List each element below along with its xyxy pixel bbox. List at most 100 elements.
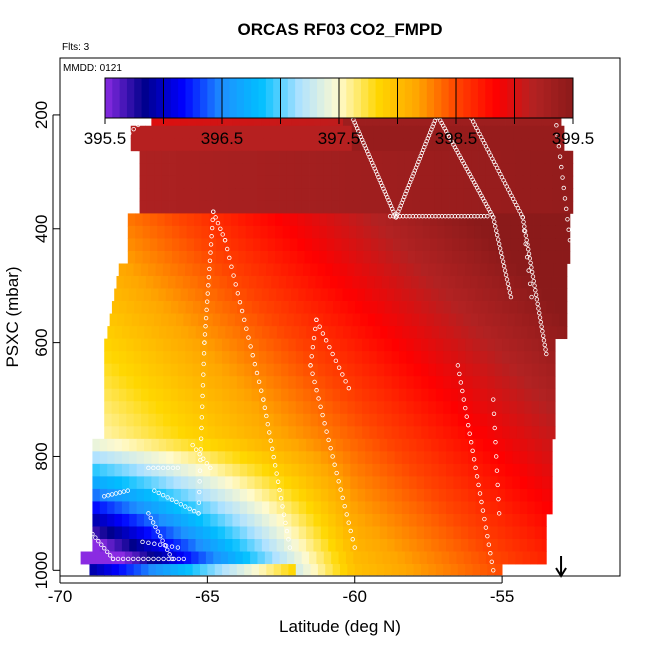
heatmap-cell bbox=[409, 488, 418, 502]
heatmap-cell bbox=[492, 276, 501, 289]
heatmap-cell bbox=[459, 213, 468, 227]
heatmap-cell bbox=[453, 463, 462, 477]
heatmap-cell bbox=[490, 501, 499, 515]
heatmap-cell bbox=[135, 225, 143, 239]
heatmap-cell bbox=[261, 539, 270, 552]
heatmap-cell bbox=[335, 438, 344, 452]
heatmap-cell bbox=[183, 551, 192, 565]
heatmap-cell bbox=[340, 426, 348, 440]
heatmap-cell bbox=[217, 513, 226, 527]
track-point bbox=[271, 454, 276, 460]
heatmap-cell bbox=[390, 188, 398, 202]
track-point bbox=[155, 529, 161, 534]
heatmap-cell bbox=[317, 413, 326, 427]
heatmap-cell bbox=[229, 263, 238, 277]
track-point bbox=[115, 556, 121, 562]
heatmap-cell bbox=[388, 138, 397, 152]
heatmap-cell bbox=[316, 188, 325, 202]
heatmap-cell bbox=[543, 138, 552, 152]
track-point bbox=[495, 237, 501, 242]
heatmap-cell bbox=[225, 463, 233, 477]
heatmap-cell bbox=[432, 138, 441, 152]
heatmap-cell bbox=[316, 150, 325, 164]
heatmap-cell bbox=[286, 163, 295, 177]
track-point bbox=[199, 415, 205, 420]
heatmap-cell bbox=[216, 238, 224, 252]
heatmap-cell bbox=[496, 225, 504, 239]
heatmap-cell bbox=[306, 501, 314, 515]
heatmap-cell bbox=[418, 138, 426, 152]
heatmap-cell bbox=[490, 438, 499, 452]
heatmap-cell bbox=[244, 351, 252, 365]
heatmap-cell bbox=[232, 526, 241, 540]
heatmap-cell bbox=[541, 539, 547, 552]
track-point bbox=[527, 256, 533, 261]
heatmap-cell bbox=[317, 363, 326, 377]
plot-frame bbox=[59, 57, 621, 577]
heatmap-cell bbox=[107, 463, 115, 477]
track-point bbox=[211, 209, 216, 214]
heatmap-cell bbox=[397, 175, 406, 189]
heatmap-cell bbox=[194, 213, 202, 227]
heatmap-cell bbox=[331, 150, 339, 164]
heatmap-cell bbox=[220, 163, 229, 177]
heatmap-cell bbox=[326, 225, 335, 239]
heatmap-cell bbox=[210, 463, 219, 477]
heatmap-cell bbox=[372, 451, 381, 465]
heatmap-cell bbox=[387, 501, 395, 515]
heatmap-cell bbox=[288, 413, 297, 427]
track-point bbox=[200, 383, 206, 388]
heatmap-cell bbox=[500, 551, 509, 565]
heatmap-cell bbox=[456, 200, 465, 214]
heatmap-cell bbox=[291, 513, 300, 527]
heatmap-cell bbox=[340, 338, 348, 352]
colorbar-swatch bbox=[477, 78, 486, 118]
heatmap-cell bbox=[350, 438, 359, 452]
heatmap-cell bbox=[323, 150, 332, 164]
arrow-head bbox=[555, 567, 567, 578]
heatmap-cell bbox=[465, 338, 474, 352]
heatmap-cell bbox=[217, 526, 226, 540]
heatmap-cell bbox=[154, 200, 163, 214]
heatmap-cell bbox=[508, 163, 516, 177]
heatmap-cell bbox=[546, 388, 555, 402]
heatmap-cell bbox=[503, 250, 512, 264]
heatmap-cell bbox=[151, 513, 160, 527]
heatmap-cell bbox=[502, 301, 511, 314]
track-point bbox=[175, 465, 181, 471]
heatmap-cell bbox=[236, 413, 245, 427]
track-point bbox=[488, 551, 493, 556]
y-tick-label: 400 bbox=[32, 215, 51, 243]
heatmap-cell bbox=[310, 351, 319, 365]
heatmap-cell bbox=[441, 313, 450, 327]
heatmap-cell bbox=[369, 363, 378, 377]
heatmap-cell bbox=[562, 225, 571, 239]
heatmap-cell bbox=[482, 513, 491, 527]
heatmap-cell bbox=[107, 526, 115, 540]
heatmap-cell bbox=[313, 539, 322, 552]
heatmap-cell bbox=[541, 288, 550, 302]
heatmap-cell bbox=[462, 125, 471, 139]
heatmap-cell bbox=[189, 138, 198, 152]
track-point bbox=[152, 488, 157, 493]
heatmap-cell bbox=[327, 288, 336, 302]
heatmap-cell bbox=[437, 238, 446, 252]
heatmap-cell bbox=[347, 426, 356, 440]
heatmap-cell bbox=[320, 513, 329, 527]
heatmap-cell bbox=[92, 539, 101, 552]
heatmap-cell bbox=[428, 426, 437, 440]
heatmap-cell bbox=[247, 513, 255, 527]
heatmap-cell bbox=[461, 326, 469, 340]
heatmap-cell bbox=[354, 401, 363, 415]
heatmap-cell bbox=[273, 351, 282, 365]
heatmap-cell bbox=[378, 250, 387, 264]
heatmap-cell bbox=[177, 376, 186, 390]
heatmap-cell bbox=[384, 363, 392, 377]
heatmap-cell bbox=[425, 276, 434, 289]
heatmap-cell bbox=[528, 138, 537, 152]
heatmap-cell bbox=[419, 150, 428, 164]
heatmap-cell bbox=[345, 175, 354, 189]
heatmap-cell bbox=[298, 526, 307, 540]
heatmap-cell bbox=[114, 451, 123, 465]
heatmap-cell bbox=[331, 163, 339, 177]
